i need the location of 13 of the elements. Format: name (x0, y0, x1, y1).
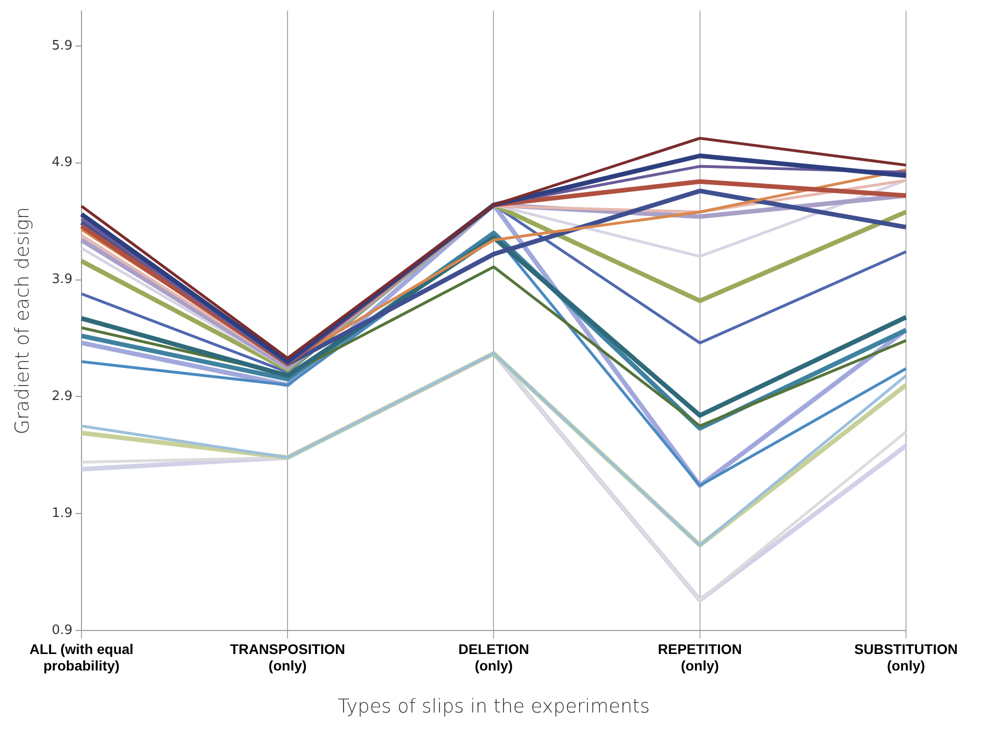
y-tick-label: 3.9 (52, 272, 72, 288)
x-axis-title: Types of slips in the experiments (338, 696, 650, 718)
y-tick-label: 2.9 (52, 389, 72, 404)
y-tick-label: 0.9 (52, 622, 72, 638)
y-tick-label: 4.9 (52, 155, 72, 170)
y-tick-label: 1.9 (52, 506, 72, 522)
x-tick-label: SUBSTITUTION (only) (854, 640, 958, 674)
x-tick-label: TRANSPOSITION (only) (230, 640, 346, 674)
y-tick-label: 5.9 (52, 38, 72, 54)
x-tick-label: ALL (with equal probability) (29, 640, 134, 674)
x-tick-label: DELETION (only) (458, 640, 530, 674)
x-tick-label: REPETITION (only) (658, 640, 742, 674)
y-axis-title: Gradient of each design (11, 207, 34, 434)
